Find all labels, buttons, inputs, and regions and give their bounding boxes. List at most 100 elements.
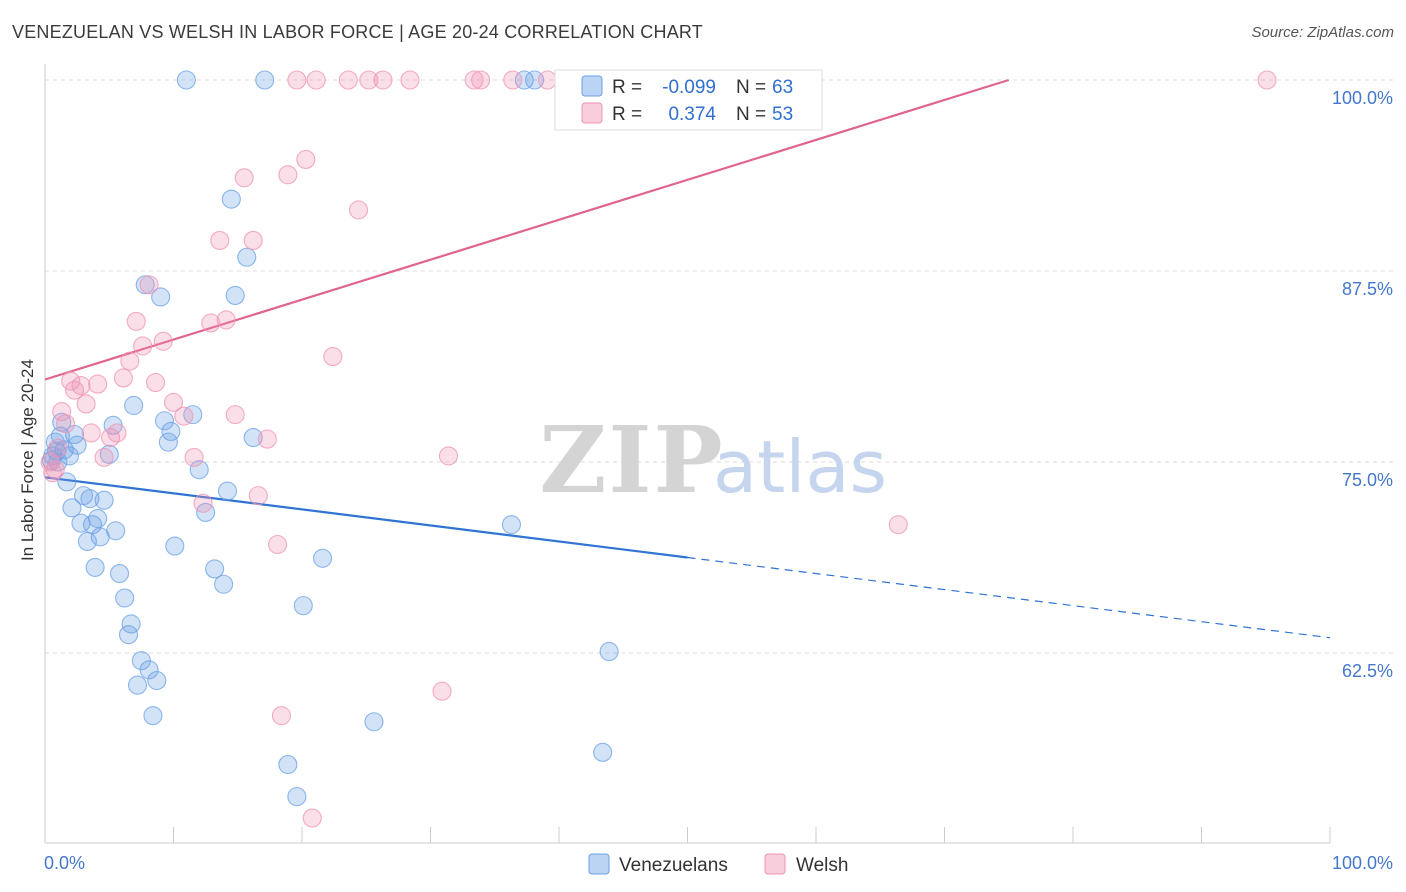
welsh-point (302, 808, 322, 828)
stats-r-value-2: 0.374 (668, 104, 716, 125)
stats-legend-box (554, 69, 823, 131)
stats-r-label-1: R = (612, 77, 642, 98)
welsh-point (48, 438, 68, 458)
venezuelan-point (121, 614, 141, 634)
welsh-point (174, 406, 194, 426)
venezuelan-trend-line (44, 476, 688, 559)
venezuelan-point (161, 421, 181, 441)
welsh-point (225, 405, 245, 425)
welsh-point (210, 230, 230, 250)
welsh-point (243, 230, 263, 250)
welsh-point (193, 493, 213, 513)
welsh-point (537, 70, 557, 90)
venezuelan-point (243, 428, 263, 448)
welsh-point (348, 200, 369, 220)
venezuelan-point (176, 70, 196, 90)
venezuelan-point (67, 435, 87, 455)
welsh-point (888, 515, 908, 535)
venezuelan-point (501, 515, 522, 535)
welsh-point (184, 447, 204, 467)
venezuelan-point (115, 588, 135, 608)
venezuelan-point (48, 452, 68, 472)
welsh-point (61, 371, 81, 391)
tick-labels: 62.5% 75.0% 87.5% 100.0% 0.0% 100.0% (44, 88, 1393, 873)
source-label: Source: ZipAtlas.com (1251, 24, 1394, 41)
welsh-point (503, 70, 523, 90)
welsh-point (56, 414, 76, 434)
welsh-point (234, 168, 254, 188)
welsh-point (153, 331, 173, 351)
legend-label-venezuelans: Venezuelans (619, 855, 728, 876)
welsh-point (268, 534, 288, 555)
venezuelan-point (59, 446, 79, 466)
welsh-point (271, 706, 291, 726)
stats-legend: R = -0.099 N = 63 R = 0.374 N = 53 (554, 69, 823, 131)
venezuelan-point (127, 675, 148, 695)
venezuelan-point (217, 481, 238, 501)
venezuelan-point (593, 742, 613, 762)
welsh-point (94, 447, 114, 467)
y-tick-label: 62.5% (1342, 661, 1393, 681)
venezuelan-point (205, 559, 225, 579)
venezuelan-point (154, 411, 175, 431)
venezuelan-point (80, 489, 100, 509)
welsh-point (464, 70, 484, 90)
venezuelan-point (364, 712, 384, 732)
x-tick-label-min: 0.0% (44, 853, 85, 873)
venezuelan-point (99, 444, 119, 464)
y-tick-label: 87.5% (1342, 279, 1393, 299)
watermark: ZIP atlas (539, 406, 887, 514)
welsh-point (338, 70, 358, 90)
y-tick-label: 75.0% (1342, 470, 1393, 490)
venezuelan-point (514, 70, 534, 90)
welsh-point (248, 486, 268, 506)
venezuelan-point (88, 508, 108, 529)
venezuelan-point (221, 189, 241, 209)
welsh-point (296, 149, 316, 170)
series-legend: Venezuelans Welsh (588, 853, 848, 876)
venezuelan-point (54, 440, 74, 460)
venezuelan-point (57, 472, 77, 492)
welsh-point (287, 70, 307, 90)
welsh-point (323, 347, 343, 367)
welsh-point (201, 313, 221, 333)
stats-n-label-2: N = (736, 104, 766, 125)
welsh-point (163, 392, 184, 412)
welsh-point (71, 376, 91, 396)
welsh-point (43, 463, 63, 483)
venezuelan-point (189, 460, 209, 480)
venezuelan-point (287, 787, 307, 807)
venezuelan-trend-line-extension (687, 556, 1331, 639)
stats-n-label-1: N = (736, 77, 766, 98)
venezuelan-point (255, 70, 275, 90)
venezuelan-point (85, 557, 105, 577)
welsh-point (113, 368, 133, 388)
welsh-point (1257, 70, 1277, 90)
venezuelan-point (139, 660, 159, 680)
venezuelan-point (147, 670, 167, 691)
venezuelan-point (237, 247, 257, 267)
welsh-point (145, 372, 166, 393)
legend-swatch-welsh (764, 853, 786, 875)
y-axis-label: In Labor Force | Age 20-24 (18, 359, 37, 561)
watermark-zip: ZIP (539, 406, 724, 514)
venezuelan-point (293, 596, 313, 616)
venezuelan-point (165, 536, 185, 556)
stats-legend-swatch-venezuelans (581, 75, 603, 97)
welsh-point (139, 275, 159, 295)
welsh-point (133, 336, 153, 356)
venezuelan-point (599, 641, 619, 662)
venezuelan-point (62, 498, 82, 518)
welsh-point (216, 310, 236, 330)
welsh-point (88, 374, 108, 394)
welsh-point (126, 311, 146, 331)
venezuelan-point (313, 548, 333, 568)
watermark-atlas: atlas (713, 425, 887, 509)
stats-r-label-2: R = (612, 104, 642, 125)
venezuelan-point (143, 706, 163, 726)
welsh-point (278, 165, 298, 185)
legend-swatch-venezuelans (588, 853, 610, 875)
venezuelan-point (225, 285, 245, 305)
welsh-point (359, 70, 379, 90)
